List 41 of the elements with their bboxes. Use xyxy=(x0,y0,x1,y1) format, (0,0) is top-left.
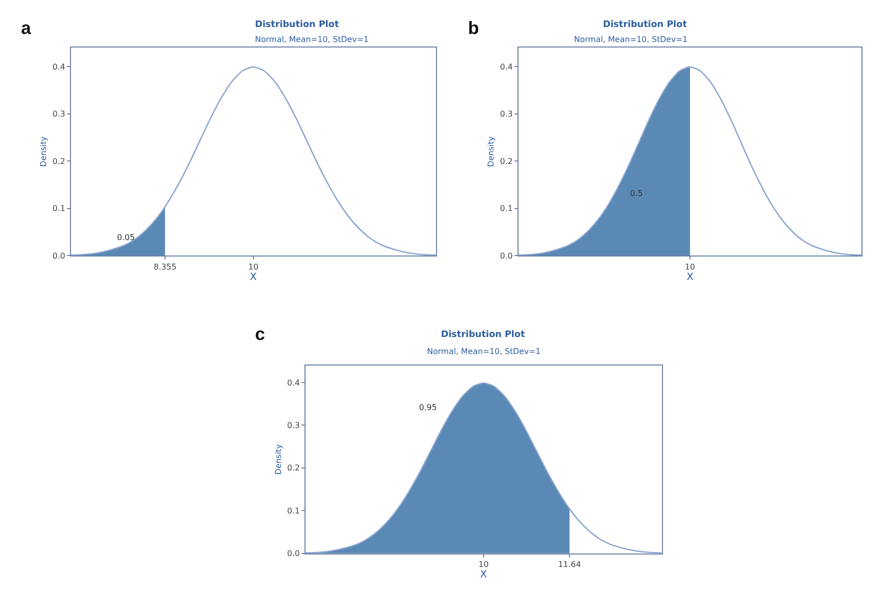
chart-subtitle: Normal, Mean=10, StDev=1 xyxy=(427,347,541,356)
chart-subtitle: Normal, Mean=10, StDev=1 xyxy=(255,35,369,44)
y-axis-title: Density xyxy=(486,136,496,167)
y-axis-title: Density xyxy=(39,136,48,167)
y-tick-label: 0.2 xyxy=(287,464,300,473)
chart-title: Distribution Plot xyxy=(603,20,688,30)
y-tick-label: 0.2 xyxy=(500,156,513,166)
y-tick-label: 0.1 xyxy=(287,506,300,516)
y-tick-label: 0.2 xyxy=(52,156,66,166)
annotation: 0.5 xyxy=(630,189,643,198)
line-series xyxy=(70,66,436,256)
chart-title: Distribution Plot xyxy=(255,20,340,30)
y-tick-label: 0.4 xyxy=(500,62,513,72)
x-axis-title: X xyxy=(686,272,694,283)
y-tick-label: 0.3 xyxy=(52,110,66,119)
x-tick-label: 10 xyxy=(478,560,489,569)
text: b xyxy=(468,18,479,38)
y-tick-label: 0.3 xyxy=(287,421,300,430)
line-series xyxy=(518,66,862,256)
x-tick-label: 10 xyxy=(684,262,696,272)
y-tick-label: 0.4 xyxy=(287,378,300,388)
annotation: 0.05 xyxy=(117,233,135,242)
text: a xyxy=(21,18,32,38)
text: c xyxy=(255,324,266,344)
x-axis-title: X xyxy=(250,272,257,283)
y-tick-label: 0.1 xyxy=(52,204,66,214)
x-tick-label: 8.355 xyxy=(154,262,176,272)
chart-title: Distribution Plot xyxy=(441,330,526,340)
y-tick-label: 0.1 xyxy=(500,204,513,214)
x-tick-label: 10 xyxy=(248,262,258,272)
x-axis-title: X xyxy=(480,569,488,580)
y-tick-label: 0.0 xyxy=(287,549,300,558)
y-tick-label: 0.3 xyxy=(500,110,513,119)
x-tick-label: 11.64 xyxy=(558,560,581,569)
annotation: 0.95 xyxy=(419,403,437,412)
y-tick-label: 0.0 xyxy=(500,251,513,260)
line-series xyxy=(305,382,662,554)
y-axis-title: Density xyxy=(274,444,283,475)
y-tick-label: 0.4 xyxy=(52,62,66,72)
y-tick-label: 0.0 xyxy=(52,251,66,260)
chart-subtitle: Normal, Mean=10, StDev=1 xyxy=(574,35,688,44)
